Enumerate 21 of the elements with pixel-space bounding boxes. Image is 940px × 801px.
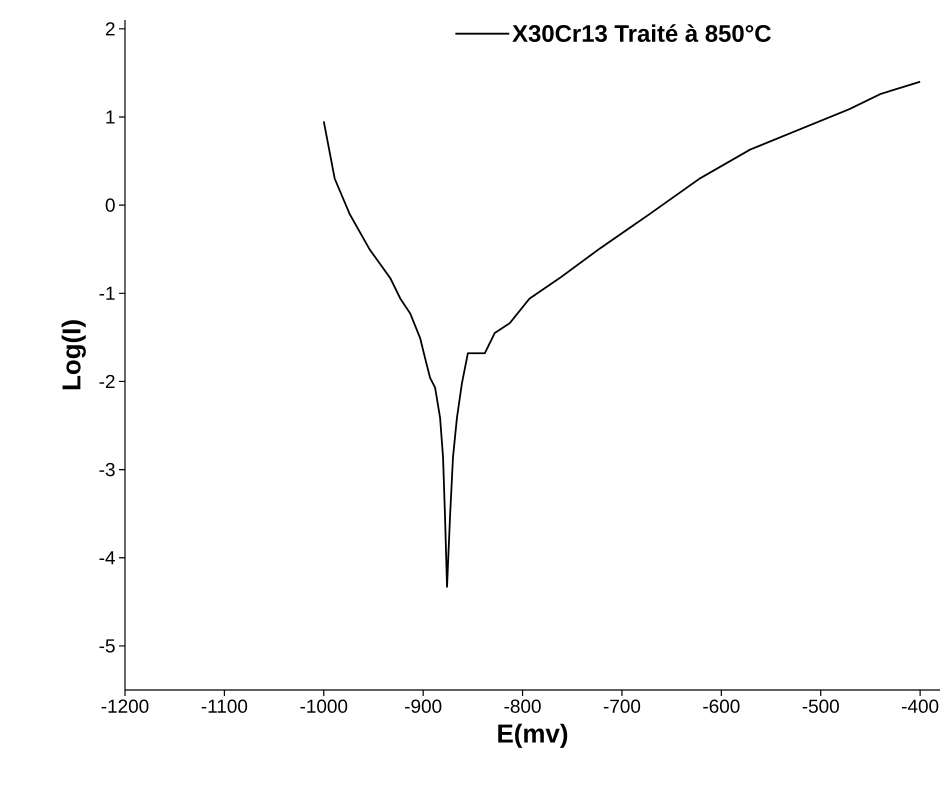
y-tick-label: -4 xyxy=(100,551,115,564)
x-tick-label: -1000 xyxy=(300,699,348,713)
x-tick-label: -600 xyxy=(703,699,740,713)
y-tick-label: -3 xyxy=(100,462,115,476)
line-series xyxy=(322,80,922,588)
x-tick-label: -400 xyxy=(902,699,938,713)
y-tick-label: 1 xyxy=(106,110,115,124)
x-tick-label: -700 xyxy=(604,699,640,713)
y-tick-label: 2 xyxy=(106,22,115,36)
y-axis-title: Log(I) xyxy=(62,320,86,390)
y-tick-label: -5 xyxy=(100,639,115,653)
x-axis-title: E(mv) xyxy=(498,724,568,748)
x-tick-label: -900 xyxy=(405,699,442,713)
x-tick-label: -1200 xyxy=(102,699,148,713)
x-tick-label: -800 xyxy=(504,699,541,713)
legend-label: X30Cr13 Traité à 850°C xyxy=(512,24,771,42)
y-tick-label: -1 xyxy=(100,286,115,300)
y-tick-label: 0 xyxy=(106,198,115,212)
x-tick-label: -1100 xyxy=(202,699,248,713)
y-tick-label: -2 xyxy=(100,374,115,388)
x-tick-label: -500 xyxy=(802,699,839,713)
